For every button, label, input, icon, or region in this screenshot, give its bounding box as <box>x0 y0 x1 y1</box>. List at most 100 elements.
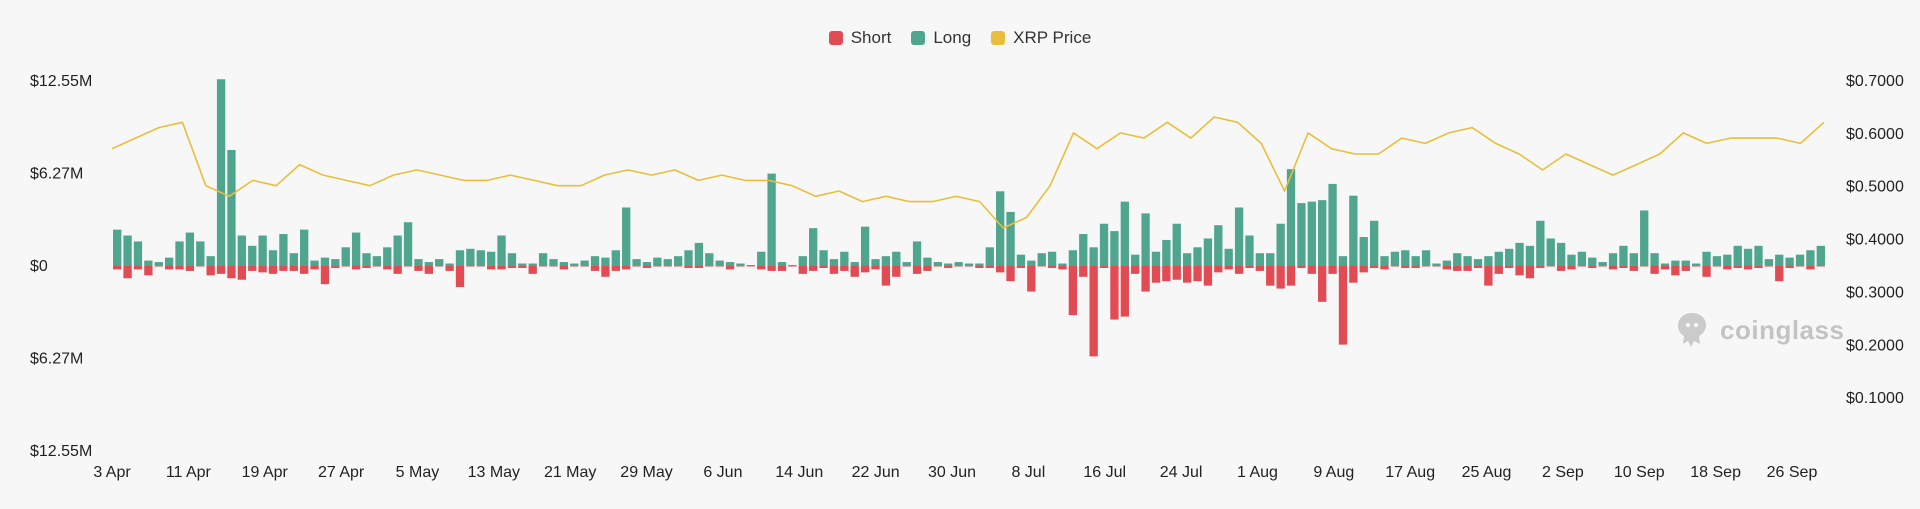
long-bar <box>497 235 506 266</box>
short-bar <box>1276 266 1285 289</box>
long-bar <box>476 250 485 266</box>
long-bar <box>590 256 600 266</box>
chart-legend: Short Long XRP Price <box>0 28 1920 48</box>
long-bar <box>996 191 1005 266</box>
long-bar <box>1463 256 1472 266</box>
short-bar <box>310 266 319 270</box>
long-bar <box>466 248 475 266</box>
x-tick-label: 30 Jun <box>928 464 976 481</box>
long-bar <box>196 241 205 266</box>
long-bar <box>1556 242 1566 266</box>
long-bar <box>414 259 423 266</box>
long-bar <box>164 257 174 266</box>
y-right-tick-label: $0.7000 <box>1846 73 1904 90</box>
long-bar <box>1016 254 1026 266</box>
short-bar <box>850 266 859 277</box>
short-bar <box>1318 266 1327 302</box>
short-bar <box>1369 266 1379 268</box>
long-bar <box>1027 260 1036 266</box>
long-bar <box>1816 245 1825 266</box>
short-bar <box>642 266 652 268</box>
long-bar <box>1432 263 1441 266</box>
long-bar <box>809 228 818 266</box>
legend-item-long[interactable]: Long <box>911 28 971 48</box>
long-bar <box>871 259 880 266</box>
short-bar <box>237 266 247 280</box>
x-tick-label: 24 Jul <box>1160 464 1203 481</box>
long-bar <box>1182 253 1192 266</box>
xrp-price-line <box>111 116 1825 229</box>
long-bar <box>881 256 891 266</box>
long-bar <box>1141 213 1150 266</box>
short-bar <box>1234 266 1244 274</box>
long-bar <box>1411 256 1420 266</box>
short-bar <box>528 266 537 274</box>
coinglass-logo-icon <box>1678 313 1706 347</box>
long-bar <box>985 247 994 266</box>
short-bar <box>144 266 153 276</box>
long-bar <box>1255 253 1265 266</box>
long-bar <box>1546 238 1555 266</box>
short-bar <box>1723 266 1732 270</box>
short-bar <box>1660 266 1670 270</box>
long-bar <box>1276 223 1285 266</box>
short-bar <box>1775 266 1784 282</box>
long-bar <box>1234 207 1244 266</box>
short-bar <box>1401 266 1410 268</box>
x-tick-label: 14 Jun <box>775 464 823 481</box>
short-bar <box>497 266 506 270</box>
short-bar <box>1307 266 1316 274</box>
short-bar <box>1359 266 1368 273</box>
legend-label-long: Long <box>933 28 972 47</box>
y-left-tick-label: $6.27M <box>30 350 83 367</box>
short-bar <box>1006 266 1015 282</box>
long-bar <box>642 262 652 266</box>
long-bar <box>518 263 527 266</box>
legend-swatch-xrp-price <box>991 31 1006 45</box>
short-bar <box>767 266 776 271</box>
long-bar <box>216 79 226 267</box>
long-bar <box>1442 260 1451 266</box>
short-bar <box>1754 266 1763 268</box>
long-bar <box>1338 256 1348 266</box>
long-bar <box>684 250 693 266</box>
long-bar <box>1712 256 1722 266</box>
short-bar <box>1453 266 1462 271</box>
short-bar <box>1027 266 1036 292</box>
long-bar <box>1058 263 1067 266</box>
y-right-tick-label: $0.6000 <box>1846 126 1904 143</box>
x-tick-label: 29 May <box>620 464 672 481</box>
short-bar <box>1110 266 1119 320</box>
long-bar <box>1608 253 1618 266</box>
legend-item-xrp-price[interactable]: XRP Price <box>991 28 1091 48</box>
long-bar <box>1743 248 1753 266</box>
long-bar <box>663 259 672 266</box>
short-bar <box>1785 266 1794 268</box>
legend-item-short[interactable]: Short <box>828 28 891 48</box>
short-bar <box>829 266 839 274</box>
y-left-tick-label: $12.55M <box>30 443 92 460</box>
long-bar <box>1047 251 1057 266</box>
x-tick-label: 27 Apr <box>318 464 365 481</box>
short-bar <box>611 266 620 271</box>
x-tick-label: 19 Apr <box>242 464 289 481</box>
long-bar <box>507 253 517 266</box>
long-bar <box>819 250 828 266</box>
short-bar <box>860 266 870 273</box>
short-bar <box>694 266 704 268</box>
long-bar <box>798 256 807 266</box>
long-bar <box>403 222 413 266</box>
long-bar <box>1193 247 1202 266</box>
long-bar <box>1806 250 1815 266</box>
x-tick-label: 16 Jul <box>1083 464 1126 481</box>
long-bar <box>725 262 735 266</box>
short-bar <box>1058 266 1067 270</box>
x-tick-label: 26 Sep <box>1767 464 1818 481</box>
long-bar <box>944 263 953 266</box>
long-bar <box>1359 236 1368 266</box>
long-bar <box>1307 201 1316 266</box>
long-bar <box>1453 253 1462 266</box>
short-bar <box>1172 266 1181 280</box>
long-bar <box>362 253 371 266</box>
